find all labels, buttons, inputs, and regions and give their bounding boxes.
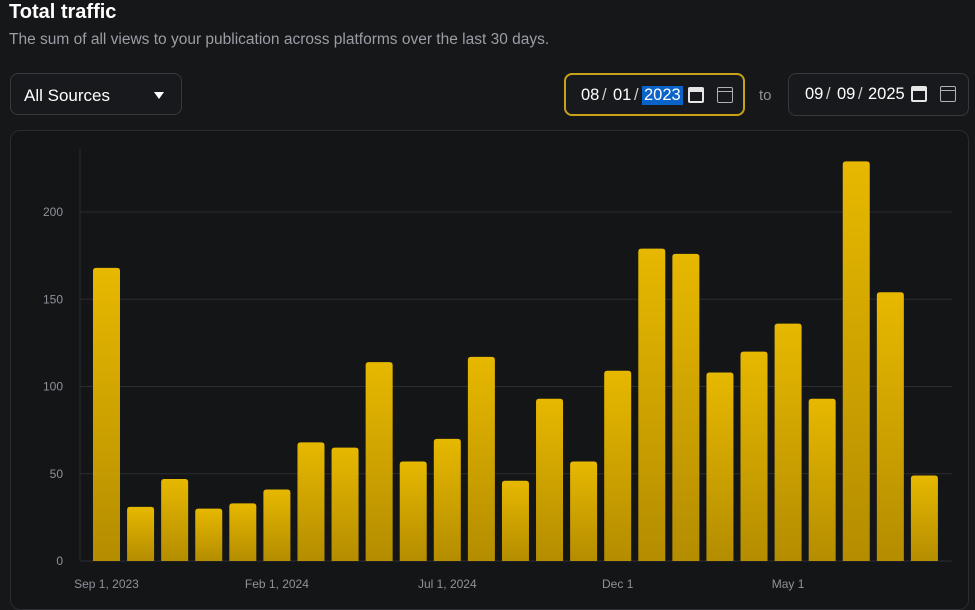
bar-sep-2023[interactable] <box>93 267 120 561</box>
date-range-to-label: to <box>759 87 772 104</box>
calendar-icon[interactable] <box>911 86 927 102</box>
date-to-day[interactable]: 09 <box>837 85 856 103</box>
date-separator: / <box>602 86 607 104</box>
source-select-value: All Sources <box>24 86 110 105</box>
bar-feb-2024[interactable] <box>263 489 291 561</box>
bar-jan-2024[interactable] <box>229 503 257 561</box>
bar-mar-2025[interactable] <box>706 372 734 561</box>
bar-oct-2024[interactable] <box>536 398 564 561</box>
calendar-icon[interactable] <box>717 87 733 103</box>
bar-aug-2025[interactable] <box>876 292 904 561</box>
y-tick-label: 100 <box>43 380 63 394</box>
bar-jun-2024[interactable] <box>399 461 427 561</box>
source-select[interactable]: All Sources <box>10 73 182 115</box>
bar-jul-2024[interactable] <box>433 438 461 561</box>
date-from-month[interactable]: 08 <box>581 86 600 104</box>
bar-sep-2024[interactable] <box>501 480 529 561</box>
date-from-day[interactable]: 01 <box>613 86 632 104</box>
bar-jul-2025[interactable] <box>842 161 870 561</box>
date-to-year[interactable]: 2025 <box>868 85 905 103</box>
y-tick-label: 150 <box>43 292 63 306</box>
date-from-input[interactable]: 08 / 01 / 2023 <box>564 73 745 116</box>
bar-nov-2023[interactable] <box>161 478 189 561</box>
y-tick-label: 50 <box>50 467 64 481</box>
bar-may-2025[interactable] <box>774 323 802 561</box>
date-to-month[interactable]: 09 <box>805 85 824 103</box>
bar-dec-2023[interactable] <box>195 508 223 561</box>
bar-apr-2024[interactable] <box>331 447 359 561</box>
y-tick-label: 0 <box>56 554 63 568</box>
y-tick-label: 200 <box>43 205 63 219</box>
bar-jun-2025[interactable] <box>808 398 836 561</box>
date-separator: / <box>826 85 831 103</box>
x-tick-label: Jul 1, 2024 <box>418 577 477 591</box>
calendar-icon[interactable] <box>688 87 704 103</box>
bar-mar-2024[interactable] <box>297 442 325 561</box>
x-tick-label: Feb 1, 2024 <box>245 577 309 591</box>
bar-sep-2025[interactable] <box>910 475 938 561</box>
caret-down-icon <box>154 92 164 99</box>
bar-may-2024[interactable] <box>365 362 393 561</box>
x-tick-label: May 1 <box>772 577 805 591</box>
bar-oct-2023[interactable] <box>127 506 155 561</box>
page-title: Total traffic <box>9 1 117 23</box>
bar-nov-2024[interactable] <box>570 461 598 561</box>
date-from-year[interactable]: 2023 <box>642 86 683 105</box>
bar-dec-2024[interactable] <box>604 370 632 561</box>
date-separator: / <box>858 85 863 103</box>
bar-apr-2025[interactable] <box>740 351 768 561</box>
bar-aug-2024[interactable] <box>467 356 495 561</box>
date-to-input[interactable]: 09 / 09 / 2025 <box>788 73 969 116</box>
date-separator: / <box>634 86 639 104</box>
bar-jan-2025[interactable] <box>638 248 666 561</box>
traffic-bar-chart: 0 50 100 150 200 Sep 1, 2023 Feb 1, 2024 Jul 1,… <box>43 148 952 591</box>
x-tick-label: Dec 1 <box>602 577 634 591</box>
bar-feb-2025[interactable] <box>672 253 700 561</box>
x-tick-label: Sep 1, 2023 <box>74 577 139 591</box>
page-subtitle: The sum of all views to your publication… <box>9 31 550 48</box>
calendar-icon[interactable] <box>940 86 956 102</box>
